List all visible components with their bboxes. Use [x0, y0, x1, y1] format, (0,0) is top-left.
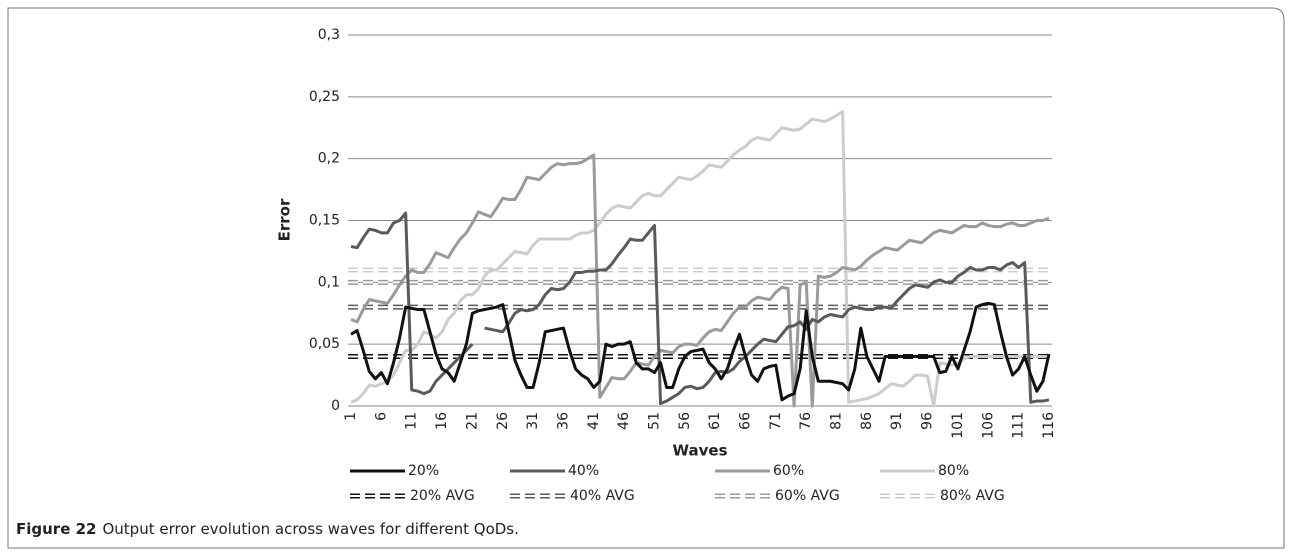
x-tick-label: 41 [586, 412, 602, 430]
x-tick-label: 71 [768, 412, 784, 430]
y-tick-label: 0,15 [309, 213, 340, 229]
y-tick-label: 0,3 [318, 27, 340, 43]
x-tick-label: 56 [677, 412, 693, 430]
series-line [350, 211, 1050, 406]
x-tick-label: 61 [707, 412, 723, 430]
caption-label: Figure 22 [16, 520, 96, 538]
y-tick-label: 0 [331, 398, 340, 414]
legend-label: 20% AVG [410, 488, 475, 504]
legend-label: 60% AVG [775, 488, 840, 504]
legend-label: 80% [938, 463, 969, 479]
x-tick-label: 66 [738, 412, 754, 430]
x-tick-label: 11 [404, 412, 420, 430]
legend-label: 40% [568, 463, 599, 479]
legend-label: 60% [773, 463, 804, 479]
x-tick-label: 86 [859, 412, 875, 430]
x-tick-label: 91 [889, 412, 905, 430]
frame [7, 7, 1285, 549]
x-tick-label: 6 [373, 412, 389, 421]
legend-label: 80% AVG [940, 488, 1005, 504]
x-tick-label: 46 [616, 412, 632, 430]
legend-label: 40% AVG [570, 488, 635, 504]
x-tick-label: 26 [495, 412, 511, 430]
y-axis-title: Error [276, 198, 294, 241]
x-tick-label: 106 [980, 412, 996, 439]
x-tick-label: 116 [1041, 412, 1057, 439]
x-tick-label: 51 [646, 412, 662, 430]
y-tick-label: 0,05 [309, 336, 340, 352]
x-tick-label: 1 [343, 412, 359, 421]
caption: Figure 22 Output error evolution across w… [16, 520, 519, 538]
x-tick-label: 101 [950, 412, 966, 439]
x-tick-label: 16 [434, 412, 450, 430]
caption-text: Output error evolution across waves for … [102, 520, 518, 538]
y-tick-label: 0,1 [318, 274, 340, 290]
series-line [350, 153, 1050, 408]
x-tick-label: 76 [798, 412, 814, 430]
x-axis-title: Waves [672, 442, 727, 460]
legend-label: 20% [408, 463, 439, 479]
x-tick-label: 36 [555, 412, 571, 430]
x-tick-label: 81 [829, 412, 845, 430]
x-tick-label: 31 [525, 412, 541, 430]
y-tick-label: 0,25 [309, 89, 340, 105]
x-tick-label: 96 [920, 412, 936, 430]
x-tick-label: 21 [464, 412, 480, 430]
series-line [350, 110, 1049, 408]
y-tick-label: 0,2 [318, 151, 340, 167]
x-tick-label: 111 [1011, 412, 1027, 439]
series-line [350, 301, 1051, 402]
